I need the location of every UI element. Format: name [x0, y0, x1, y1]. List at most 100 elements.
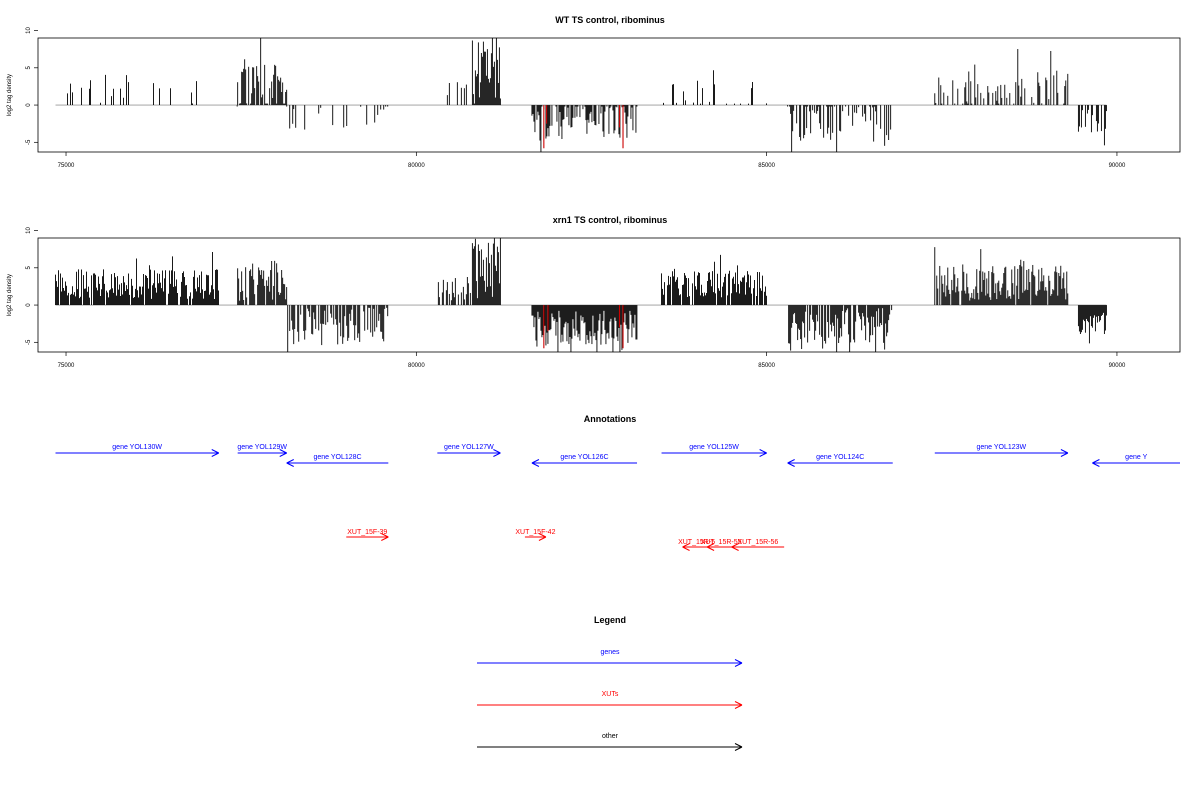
- gene-arrow: gene YOL130W: [55, 444, 219, 457]
- gene-arrow: gene YOL128C: [286, 454, 389, 467]
- legend-label: other: [602, 733, 619, 740]
- arrow-head: [734, 743, 743, 748]
- arrow-head: [1060, 449, 1069, 454]
- xut-arrow: XUT_15R-56: [731, 539, 785, 551]
- legend-title: Legend: [594, 615, 626, 625]
- gene-label: gene YOL126C: [560, 454, 608, 461]
- legend-entry: genes: [477, 649, 743, 667]
- y-tick-label: 5: [26, 65, 32, 69]
- arrow-head: [682, 546, 690, 551]
- legend: Legend genes XUTs other: [477, 615, 743, 751]
- arrow-head: [706, 546, 715, 551]
- xut-label: XUT_15F-39: [347, 529, 387, 536]
- x-axis: 75000 80000 85000 90000: [58, 152, 1126, 169]
- x-tick-label: 75000: [58, 163, 75, 169]
- arrow-head: [731, 546, 739, 551]
- arrow-head: [286, 462, 294, 467]
- gene-arrow: gene Y: [1092, 454, 1180, 467]
- xut-label: XUT_15R-5: [678, 539, 715, 546]
- chart-panel-wt: WT TS control, ribominus log2 tag densit…: [7, 15, 1181, 169]
- arrow-head: [1092, 462, 1100, 467]
- arrow-head: [538, 533, 547, 538]
- gene-label: gene YOL125W: [689, 444, 739, 451]
- xut-label: XUT_15F-42: [515, 529, 555, 536]
- arrow-head: [731, 543, 739, 548]
- arrow-head: [211, 449, 219, 454]
- legend-items: genes XUTs other: [477, 649, 743, 751]
- annotations-track: Annotations gene YOL130W gene YOL129Wgene…: [55, 414, 1180, 551]
- gene-label: gene YOL123W: [976, 444, 1026, 451]
- x-tick-label: 90000: [1109, 363, 1126, 369]
- gene-label: gene YOL124C: [816, 454, 864, 461]
- legend-label: genes: [600, 649, 620, 656]
- y-tick-label: 0: [26, 103, 32, 107]
- arrow-head: [531, 462, 540, 467]
- arrow-head: [734, 662, 743, 667]
- plot-frame: [37, 237, 1181, 353]
- xut-arrow: XUT_15F-42: [515, 529, 556, 541]
- legend-entry: other: [477, 733, 743, 751]
- arrow-head: [381, 536, 389, 541]
- gene-annotations: gene YOL130W gene YOL129W gene YOL128C gene…: [55, 444, 1180, 467]
- x-tick-label: 85000: [758, 163, 775, 169]
- arrow-head: [734, 746, 743, 751]
- y-tick-label: -5: [26, 139, 32, 145]
- arrow-head: [734, 659, 743, 664]
- arrow-head: [706, 543, 715, 548]
- arrow-head: [279, 452, 287, 457]
- y-tick-label: -5: [26, 339, 32, 345]
- gene-label: gene YOL129W: [237, 444, 287, 451]
- chart-panel-xrn1: xrn1 TS control, ribominus log2 tag dens…: [7, 215, 1181, 369]
- xut-label: XUT_15R-55: [701, 539, 742, 546]
- x-tick-label: 90000: [1109, 163, 1126, 169]
- y-tick-label: 10: [26, 227, 32, 234]
- gene-arrow: gene YOL123W: [934, 444, 1069, 457]
- arrow-head: [211, 452, 219, 457]
- xut-arrow: XUT_15F-39: [346, 529, 389, 541]
- arrow-head: [381, 533, 389, 538]
- xut-arrow: XUT_15R-55: [701, 539, 742, 551]
- arrow-head: [531, 459, 540, 464]
- bar-series: [55, 238, 1107, 352]
- arrow-head: [286, 459, 294, 464]
- gene-arrow: gene YOL129W: [237, 444, 287, 457]
- gene-label: gene YOL130W: [112, 444, 162, 451]
- chart-title: xrn1 TS control, ribominus: [553, 215, 668, 225]
- gene-label: gene YOL127W: [444, 444, 494, 451]
- x-tick-label: 80000: [408, 363, 425, 369]
- arrow-head: [1092, 459, 1100, 464]
- xut-arrow: XUT_15R-5: [678, 539, 715, 551]
- arrow-head: [1060, 452, 1069, 457]
- gene-arrow: gene YOL124C: [787, 454, 893, 467]
- x-tick-label: 75000: [58, 363, 75, 369]
- arrow-head: [493, 452, 501, 457]
- x-tick-label: 85000: [758, 363, 775, 369]
- gene-label: gene YOL128C: [313, 454, 361, 461]
- arrow-head: [734, 701, 743, 706]
- y-axis-label: log2 tag density: [7, 274, 13, 316]
- legend-label: XUTs: [602, 691, 619, 698]
- bar-series: [55, 38, 1107, 152]
- gene-arrow: gene YOL126C: [531, 454, 638, 467]
- arrow-head: [759, 452, 767, 457]
- y-tick-label: 5: [26, 265, 32, 269]
- plot-frame: [37, 37, 1181, 153]
- legend-entry: XUTs: [477, 691, 743, 709]
- x-tick-label: 80000: [408, 163, 425, 169]
- chart-title: WT TS control, ribominus: [555, 15, 665, 25]
- annotations-title: Annotations: [584, 414, 637, 424]
- gene-label: gene Y: [1125, 454, 1147, 461]
- arrow-head: [787, 462, 795, 467]
- gene-arrow: gene YOL127W: [437, 444, 501, 457]
- arrow-head: [787, 459, 795, 464]
- gene-arrow: gene YOL125W: [661, 444, 767, 457]
- xut-label: XUT_15R-56: [737, 539, 778, 546]
- arrow-head: [682, 543, 690, 548]
- arrow-head: [538, 536, 547, 541]
- y-axis-label: log2 tag density: [7, 74, 13, 116]
- x-axis: 75000 80000 85000 90000: [58, 352, 1126, 369]
- arrow-head: [734, 704, 743, 709]
- y-tick-label: 0: [26, 303, 32, 307]
- arrow-head: [759, 449, 767, 454]
